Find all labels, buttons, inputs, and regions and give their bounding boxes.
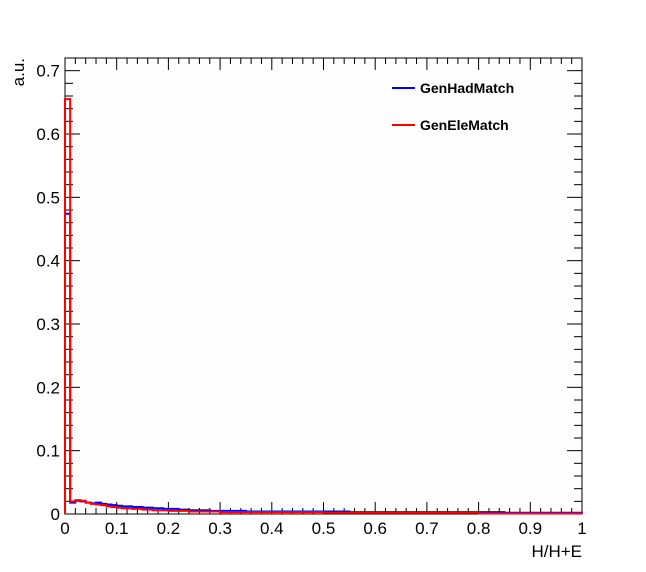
legend-label-genhadmatch: GenHadMatch [420, 80, 514, 96]
x-tick-label: 0.8 [467, 519, 491, 538]
y-axis-ticks [65, 57, 582, 515]
plot-frame [64, 57, 583, 515]
series-layer [64, 98, 583, 515]
y-tick-label: 0 [51, 505, 60, 524]
legend-label-genelematch: GenEleMatch [420, 117, 509, 133]
legend: GenHadMatch GenEleMatch [392, 80, 514, 133]
x-tick-label: 1 [577, 519, 586, 538]
y-axis-tick-labels: 0 0.1 0.2 0.3 0.4 0.5 0.6 0.7 [36, 62, 60, 524]
x-tick-label: 0 [60, 519, 69, 538]
y-tick-label: 0.5 [36, 188, 60, 207]
y-tick-label: 0.7 [36, 62, 60, 81]
x-tick-label: 0.7 [415, 519, 439, 538]
x-tick-label: 0.4 [260, 519, 284, 538]
x-axis-title: H/H+E [531, 542, 582, 561]
x-tick-label: 0.9 [518, 519, 542, 538]
y-tick-label: 0.6 [36, 125, 60, 144]
y-tick-label: 0.4 [36, 252, 60, 271]
y-tick-label: 0.2 [36, 378, 60, 397]
x-tick-label: 0.3 [208, 519, 232, 538]
y-tick-label: 0.3 [36, 315, 60, 334]
y-axis-title: a.u. [9, 58, 28, 86]
series-line-genelematch [64, 98, 583, 515]
y-tick-label: 0.1 [36, 442, 60, 461]
x-tick-label: 0.5 [312, 519, 336, 538]
x-tick-label: 0.2 [157, 519, 181, 538]
x-tick-label: 0.6 [363, 519, 387, 538]
x-axis-tick-labels: 0 0.1 0.2 0.3 0.4 0.5 0.6 0.7 0.8 0.9 1 [60, 519, 586, 538]
x-tick-label: 0.1 [105, 519, 129, 538]
